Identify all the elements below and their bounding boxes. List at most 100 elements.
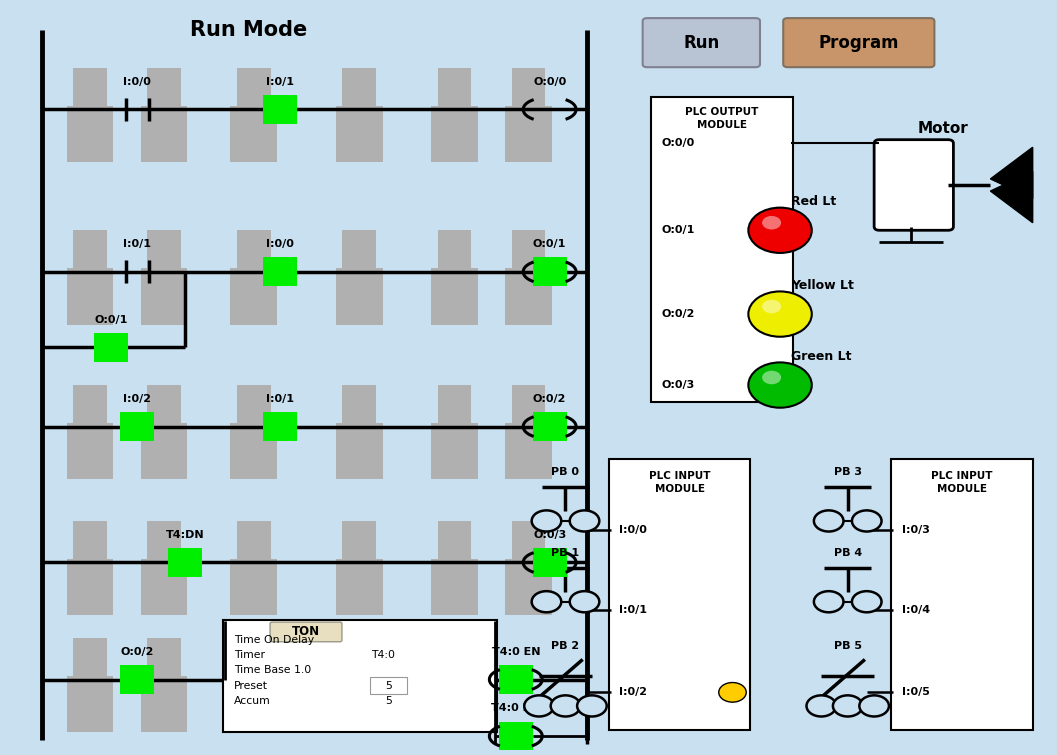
- Text: O:0/3: O:0/3: [533, 530, 567, 540]
- FancyBboxPatch shape: [342, 68, 376, 109]
- FancyBboxPatch shape: [141, 423, 187, 479]
- Circle shape: [719, 683, 746, 702]
- FancyBboxPatch shape: [651, 97, 793, 402]
- Text: Run: Run: [683, 34, 720, 51]
- FancyBboxPatch shape: [438, 385, 471, 427]
- Text: Green Lt: Green Lt: [791, 350, 851, 363]
- Circle shape: [833, 695, 863, 716]
- Text: I:0/0: I:0/0: [124, 77, 151, 87]
- Text: Preset: Preset: [234, 680, 267, 691]
- Text: Timer: Timer: [234, 650, 264, 661]
- Text: I:0/1: I:0/1: [266, 77, 294, 87]
- FancyBboxPatch shape: [168, 548, 202, 577]
- Circle shape: [814, 591, 843, 612]
- Text: PB 3: PB 3: [834, 467, 861, 477]
- Polygon shape: [990, 147, 1033, 199]
- FancyBboxPatch shape: [874, 140, 953, 230]
- Text: 5: 5: [386, 680, 392, 691]
- FancyBboxPatch shape: [512, 230, 545, 272]
- FancyBboxPatch shape: [505, 106, 552, 162]
- FancyBboxPatch shape: [438, 230, 471, 272]
- Circle shape: [762, 371, 781, 384]
- Text: O:0/1: O:0/1: [94, 315, 128, 325]
- FancyBboxPatch shape: [438, 521, 471, 562]
- Circle shape: [762, 376, 787, 394]
- Circle shape: [748, 208, 812, 253]
- FancyBboxPatch shape: [783, 18, 934, 67]
- FancyBboxPatch shape: [141, 676, 187, 732]
- Text: T4:DN: T4:DN: [166, 530, 204, 540]
- FancyBboxPatch shape: [67, 423, 113, 479]
- FancyBboxPatch shape: [223, 620, 497, 732]
- Text: I:0/1: I:0/1: [266, 394, 294, 404]
- FancyBboxPatch shape: [643, 18, 760, 67]
- FancyBboxPatch shape: [609, 459, 750, 730]
- Text: Yellow Lt: Yellow Lt: [791, 279, 853, 292]
- Text: PB 4: PB 4: [834, 547, 861, 558]
- FancyBboxPatch shape: [67, 106, 113, 162]
- Text: PLC OUTPUT: PLC OUTPUT: [685, 106, 759, 117]
- Text: O:0/0: O:0/0: [662, 138, 694, 149]
- FancyBboxPatch shape: [237, 521, 271, 562]
- FancyBboxPatch shape: [147, 638, 181, 680]
- FancyBboxPatch shape: [230, 106, 277, 162]
- Circle shape: [762, 305, 787, 323]
- Circle shape: [532, 510, 561, 532]
- FancyBboxPatch shape: [237, 68, 271, 109]
- Text: I:0/2: I:0/2: [124, 394, 151, 404]
- FancyBboxPatch shape: [120, 412, 154, 441]
- FancyBboxPatch shape: [141, 106, 187, 162]
- FancyBboxPatch shape: [270, 622, 341, 642]
- FancyBboxPatch shape: [67, 559, 113, 615]
- Text: I:0/0: I:0/0: [266, 239, 294, 249]
- FancyBboxPatch shape: [230, 559, 277, 615]
- Text: Time On Delay: Time On Delay: [234, 635, 314, 646]
- Text: I:0/3: I:0/3: [902, 525, 929, 535]
- FancyBboxPatch shape: [141, 268, 187, 325]
- Text: PB 1: PB 1: [552, 547, 579, 558]
- Circle shape: [748, 291, 812, 337]
- Text: Program: Program: [818, 34, 900, 51]
- FancyBboxPatch shape: [499, 665, 533, 694]
- Text: O:0/2: O:0/2: [662, 309, 696, 319]
- FancyBboxPatch shape: [533, 257, 567, 286]
- Circle shape: [762, 300, 781, 313]
- Circle shape: [852, 510, 882, 532]
- Text: I:0/5: I:0/5: [902, 687, 929, 698]
- Circle shape: [532, 591, 561, 612]
- Text: Motor: Motor: [917, 121, 968, 136]
- FancyBboxPatch shape: [94, 333, 128, 362]
- Circle shape: [814, 510, 843, 532]
- Circle shape: [748, 362, 812, 408]
- Circle shape: [577, 695, 607, 716]
- FancyBboxPatch shape: [263, 95, 297, 124]
- FancyBboxPatch shape: [336, 423, 383, 479]
- FancyBboxPatch shape: [147, 68, 181, 109]
- Text: TON: TON: [292, 625, 320, 639]
- Circle shape: [852, 591, 882, 612]
- FancyBboxPatch shape: [336, 268, 383, 325]
- Circle shape: [524, 695, 554, 716]
- FancyBboxPatch shape: [73, 68, 107, 109]
- Text: Time Base 1.0: Time Base 1.0: [234, 665, 311, 676]
- Text: T4:0 DN: T4:0 DN: [490, 704, 541, 713]
- FancyBboxPatch shape: [431, 268, 478, 325]
- FancyBboxPatch shape: [431, 559, 478, 615]
- FancyBboxPatch shape: [67, 268, 113, 325]
- FancyBboxPatch shape: [120, 665, 154, 694]
- FancyBboxPatch shape: [336, 559, 383, 615]
- FancyBboxPatch shape: [237, 230, 271, 272]
- Text: Run Mode: Run Mode: [190, 20, 307, 40]
- Polygon shape: [990, 171, 1033, 223]
- FancyBboxPatch shape: [237, 385, 271, 427]
- FancyBboxPatch shape: [512, 385, 545, 427]
- Text: Accum: Accum: [234, 695, 271, 706]
- Text: PB 0: PB 0: [552, 467, 579, 477]
- Text: MODULE: MODULE: [697, 120, 747, 131]
- Text: O:0/3: O:0/3: [662, 380, 694, 390]
- Text: I:0/2: I:0/2: [619, 687, 647, 698]
- FancyBboxPatch shape: [505, 423, 552, 479]
- Text: MODULE: MODULE: [937, 484, 987, 495]
- FancyBboxPatch shape: [505, 559, 552, 615]
- FancyBboxPatch shape: [499, 722, 533, 750]
